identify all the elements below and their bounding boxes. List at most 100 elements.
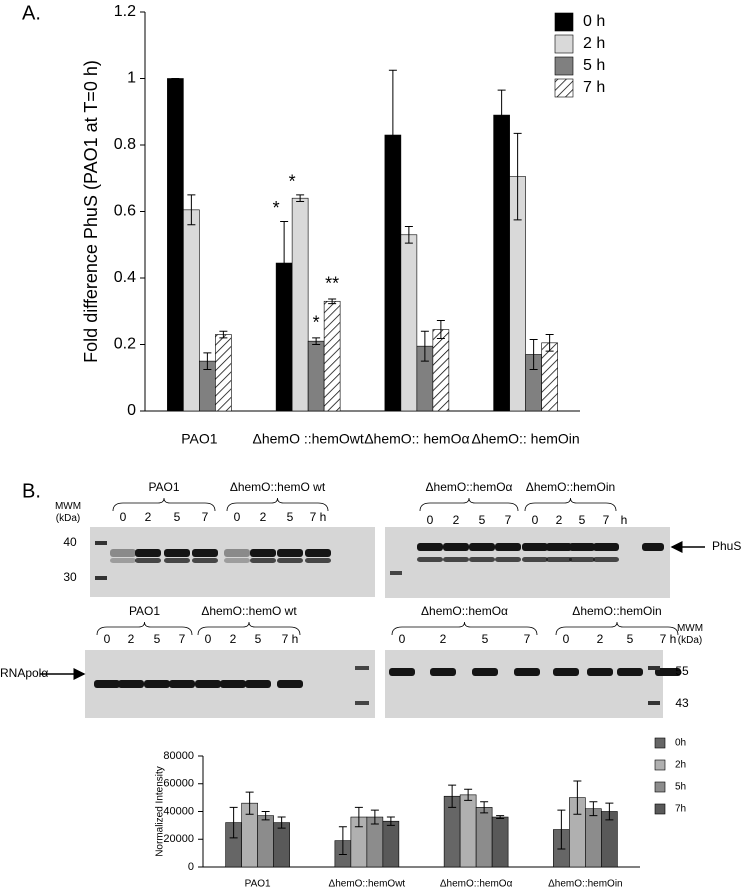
lane-label: h [621,513,628,527]
y-tick-label: 0.4 [114,269,136,286]
bar [215,334,232,412]
lane-label: 0 [399,632,406,646]
ladder-band [390,571,402,575]
error-bar [557,809,566,850]
error-bar [545,334,554,352]
legend-swatch [654,803,666,815]
lane-label: 5 [174,510,181,524]
error-bar [328,298,337,305]
error-bar [464,788,473,801]
error-bar [605,802,614,821]
error-bar [229,806,238,839]
blot-band [546,557,572,562]
lane-label: 5 [287,510,294,524]
blot-band [305,558,331,563]
error-bar [420,330,429,362]
lane-label: 7 h [282,632,299,646]
error-bar [529,339,538,370]
legend-swatch [554,78,574,98]
bar [432,329,450,412]
blot-band [417,557,443,562]
mwm-label: MWM (kDa) [55,501,81,524]
bar [323,300,341,412]
blot-band [655,668,681,676]
group-bracket [197,621,301,636]
blot-band [417,543,443,551]
blot-band [469,557,495,562]
legend-label: 7h [675,804,686,815]
error-bar [261,811,270,821]
y-tick-label: 40000 [163,805,194,817]
y-tick-label: 0.8 [114,136,136,153]
x-tick-label: ΔhemO::hemOα [440,879,513,890]
blot-band [593,543,619,551]
lane-label: 0 [120,510,127,524]
blot-band [553,668,579,676]
bar [491,816,509,868]
lane-label: 2 [260,510,267,524]
blot-image [385,527,670,598]
lane-label: 0 [234,510,241,524]
y-tick-label: 0.6 [114,203,136,220]
legend-label: 7 h [583,79,605,96]
lane-label: 5 [627,632,634,646]
error-bar [354,806,363,828]
y-axis-label: Fold difference PhuS (PAO1 at T=0 h) [81,60,101,363]
blot-band [135,549,161,557]
error-bar [203,352,212,370]
error-bar [573,780,582,815]
group-label: ΔhemO::hemOin [526,480,615,494]
lane-label: 2 [230,632,237,646]
blot-band [443,543,469,551]
lane-label: 7 [603,513,610,527]
blot-band [135,558,161,563]
bar [382,820,400,868]
blot-band [277,558,303,563]
error-bar [277,816,286,829]
blot-image [385,650,663,718]
blot-band [593,557,619,562]
y-tick-label: 20000 [163,833,194,845]
bar [459,794,477,868]
lane-label: 0 [205,632,212,646]
blot-band [250,549,276,557]
error-bar [388,69,397,201]
blot-band [144,680,170,688]
blot-band [118,680,144,688]
group-bracket [96,621,193,636]
blot-band [469,543,495,551]
x-tick-label: PAO1 [181,431,218,447]
error-bar [496,815,505,819]
lane-label: 7 h [660,632,677,646]
ladder-band [648,701,660,705]
error-bar [448,784,457,808]
bar [183,209,200,412]
lane-label: 7 [202,510,209,524]
y-tick-label: 1.2 [114,3,136,20]
y-tick-label: 1 [127,70,136,87]
lane-label: 5 [479,513,486,527]
blot-band [522,543,548,551]
blot-band [245,680,271,688]
ladder-band [355,701,369,705]
lane-label: 2 [453,513,460,527]
group-label: ΔhemO::hemO wt [201,604,297,618]
error-bar [436,320,445,340]
blot-band [430,668,456,676]
lane-label: 7 [179,632,186,646]
lane-label: 2 [556,513,563,527]
error-bar [187,194,196,226]
group-bracket [226,497,329,512]
x-tick-label: ΔhemO::hemOin [548,879,622,890]
lane-label: 0 [563,632,570,646]
bar [493,114,510,412]
bar [541,342,558,412]
legend-swatch [554,56,574,76]
blot-band [472,668,498,676]
legend-label: 5h [675,782,686,793]
group-label: ΔhemO::hemOα [426,480,513,494]
lane-label: 2 [128,632,135,646]
group-bracket [555,621,679,636]
group-bracket [391,621,538,636]
marker-label: 30 [63,570,77,584]
